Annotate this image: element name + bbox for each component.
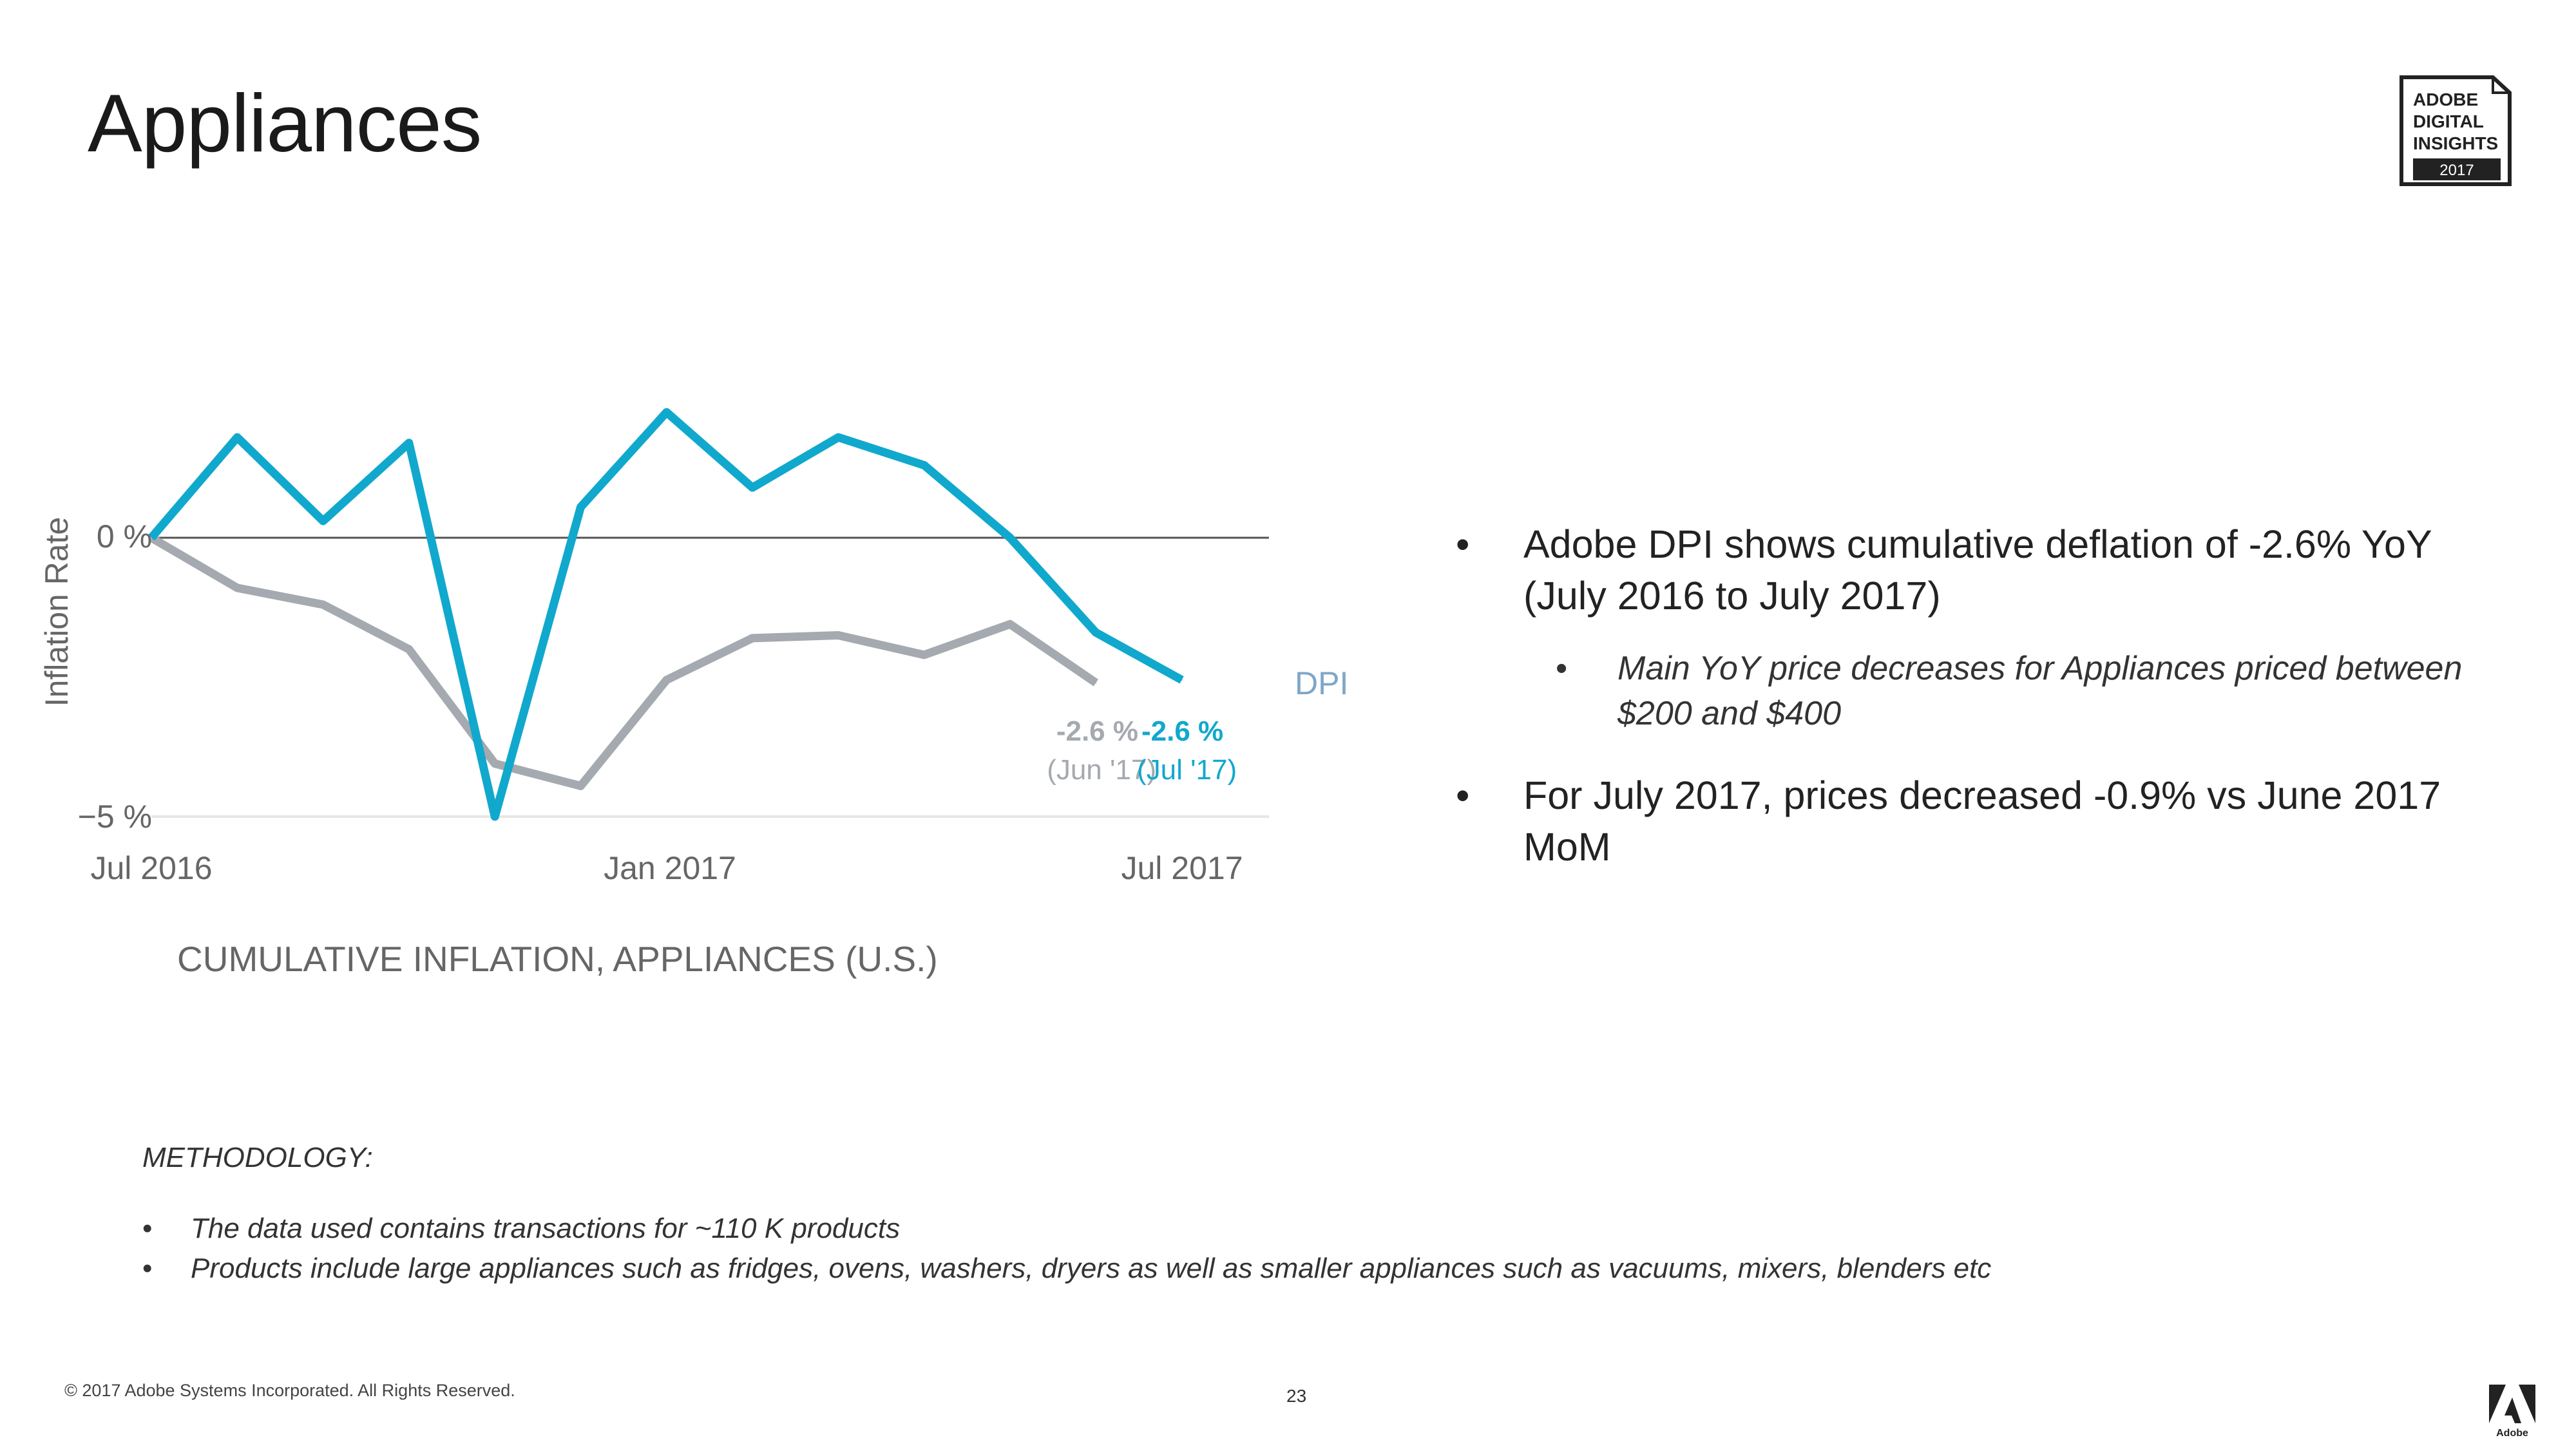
methodology-item: • The data used contains transactions fo…	[142, 1209, 2204, 1249]
methodology: METHODOLOGY: • The data used contains tr…	[142, 1142, 2204, 1289]
page-number: 23	[1286, 1386, 1307, 1406]
data-point-comparison	[752, 637, 754, 639]
methodology-item-text: The data used contains transactions for …	[191, 1213, 901, 1244]
data-point-dpi	[1181, 679, 1183, 681]
bullet-dot: •	[1456, 522, 1470, 566]
finding-2-text: For July 2017, prices decreased -0.9% vs…	[1523, 773, 2441, 869]
annotation-comparison-value: -2.6 %	[1056, 715, 1138, 747]
data-point-dpi	[752, 487, 754, 489]
data-point-comparison	[580, 785, 582, 787]
finding-2: • For July 2017, prices decreased -0.9% …	[1456, 770, 2506, 873]
finding-1-sub: • Main YoY price decreases for Appliance…	[1556, 646, 2506, 736]
bullet-dot: •	[1556, 650, 1568, 687]
y-tick-minus-5: −5 %	[78, 799, 152, 835]
data-point-comparison	[923, 654, 925, 656]
y-tick-0: 0 %	[97, 518, 152, 554]
x-tick-jan-2017: Jan 2017	[604, 850, 736, 886]
data-point-comparison	[837, 634, 839, 636]
badge-line-3: INSIGHTS	[2413, 133, 2498, 153]
annotation-dpi-value: -2.6 %	[1141, 715, 1223, 747]
key-findings: • Adobe DPI shows cumulative deflation o…	[1456, 518, 2506, 897]
data-point-comparison	[1009, 623, 1011, 625]
data-point-comparison	[151, 537, 152, 538]
badge-year: 2017	[2439, 162, 2474, 179]
data-point-dpi	[1009, 537, 1011, 538]
data-point-comparison	[494, 762, 496, 764]
badge-line-2: DIGITAL	[2413, 111, 2484, 131]
copyright: © 2017 Adobe Systems Incorporated. All R…	[64, 1381, 515, 1400]
data-point-dpi	[837, 437, 839, 439]
slide-title: Appliances	[88, 77, 482, 169]
data-point-dpi	[236, 437, 238, 439]
finding-1-text: Adobe DPI shows cumulative deflation of …	[1523, 522, 2432, 618]
chart-title: CUMULATIVE INFLATION, APPLIANCES (U.S.)	[177, 939, 938, 979]
x-tick-jul-2016: Jul 2016	[90, 850, 212, 886]
data-point-dpi	[322, 520, 324, 522]
adobe-wordmark: Adobe	[2496, 1428, 2528, 1437]
data-point-dpi	[494, 816, 496, 817]
data-point-comparison	[322, 603, 324, 605]
data-point-dpi	[580, 506, 582, 508]
series-line-comparison	[149, 534, 1098, 790]
data-point-dpi	[923, 464, 925, 466]
finding-1-sub-text: Main YoY price decreases for Appliances …	[1617, 650, 2463, 732]
x-tick-jul-2017: Jul 2017	[1121, 850, 1243, 886]
data-point-dpi	[1095, 632, 1097, 634]
adobe-digital-insights-badge: ADOBE DIGITAL INSIGHTS 2017	[2399, 75, 2512, 186]
data-point-comparison	[408, 649, 410, 650]
series-label-dpi: DPI	[1295, 665, 1348, 701]
data-point-dpi	[665, 412, 667, 413]
badge-line-1: ADOBE	[2413, 90, 2478, 109]
data-point-comparison	[665, 679, 667, 681]
annotation-comparison-period: (Jun '17)	[1047, 754, 1156, 786]
data-point-comparison	[236, 587, 238, 589]
y-axis-label: Inflation Rate	[39, 517, 75, 707]
methodology-title: METHODOLOGY:	[142, 1142, 373, 1173]
methodology-item-text: Products include large appliances such a…	[191, 1253, 1992, 1284]
adobe-logo-icon: Adobe	[2489, 1385, 2535, 1437]
bullet-dot: •	[142, 1213, 153, 1244]
annotation-dpi-period: (Jul '17)	[1137, 754, 1237, 786]
methodology-item: • Products include large appliances such…	[142, 1249, 2204, 1289]
finding-1: • Adobe DPI shows cumulative deflation o…	[1456, 518, 2506, 621]
bullet-dot: •	[142, 1253, 153, 1284]
series-line-dpi	[148, 408, 1184, 821]
bullet-dot: •	[1456, 773, 1470, 817]
data-point-dpi	[408, 442, 410, 444]
data-point-comparison	[1095, 682, 1097, 684]
